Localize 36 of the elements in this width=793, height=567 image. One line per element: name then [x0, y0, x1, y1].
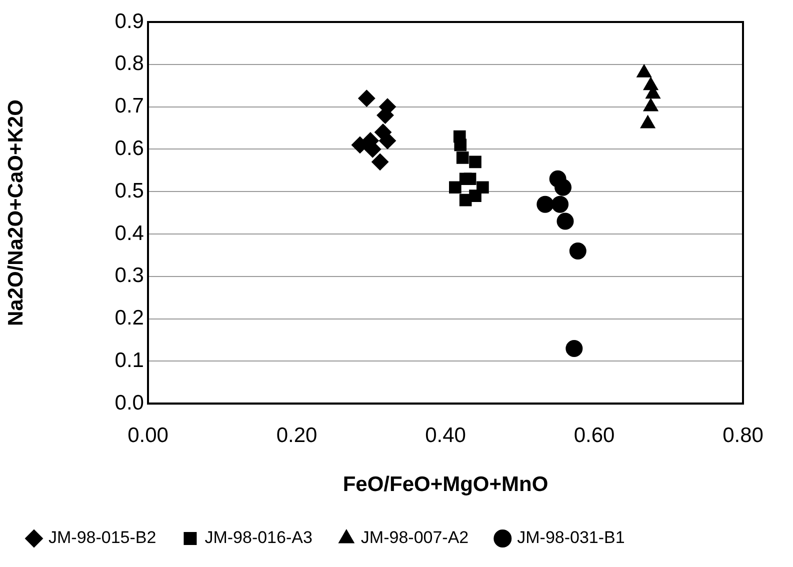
x-tick-label: 0.00 — [128, 424, 168, 447]
y-axis-title: Na2O/Na2O+CaO+K2O — [4, 100, 28, 326]
point — [536, 196, 554, 213]
y-tick-label: 0.9 — [114, 10, 144, 33]
x-tick-label: 0.60 — [574, 424, 615, 447]
point — [569, 242, 586, 260]
y-tick-label: 0.6 — [114, 136, 144, 160]
x-tick-label: 0.80 — [722, 424, 764, 447]
x-axis-title: FeO/FeO+MgO+MnO — [342, 473, 548, 496]
y-tick-label: 0.1 — [114, 348, 144, 372]
legend-label: JM-98-016-A3 — [204, 528, 312, 548]
y-tick-label: 0.0 — [114, 391, 144, 414]
y-tick-label: 0.8 — [114, 52, 144, 76]
point — [469, 156, 482, 168]
y-tick-label: 0.7 — [114, 94, 144, 118]
point — [456, 152, 469, 164]
point — [358, 90, 376, 107]
point — [372, 153, 389, 170]
y-tick-label: 0.5 — [114, 179, 144, 202]
y-tick-label: 0.3 — [114, 264, 144, 288]
y-tick-label: 0.4 — [114, 222, 144, 245]
x-tick-label: 0.40 — [425, 424, 466, 447]
legend-label: JM-98-031-B1 — [517, 528, 625, 548]
point — [566, 340, 583, 357]
point — [464, 172, 476, 186]
point — [554, 178, 572, 196]
x-tick-label: 0.20 — [276, 424, 318, 447]
point — [454, 138, 467, 152]
y-tick-label: 0.2 — [114, 306, 144, 330]
point — [374, 124, 392, 141]
point — [552, 196, 569, 213]
point — [449, 181, 462, 194]
legend-label: JM-98-015-B2 — [48, 528, 156, 548]
legend-label: JM-98-007-A2 — [360, 528, 469, 548]
point — [476, 181, 489, 194]
point — [556, 212, 574, 230]
